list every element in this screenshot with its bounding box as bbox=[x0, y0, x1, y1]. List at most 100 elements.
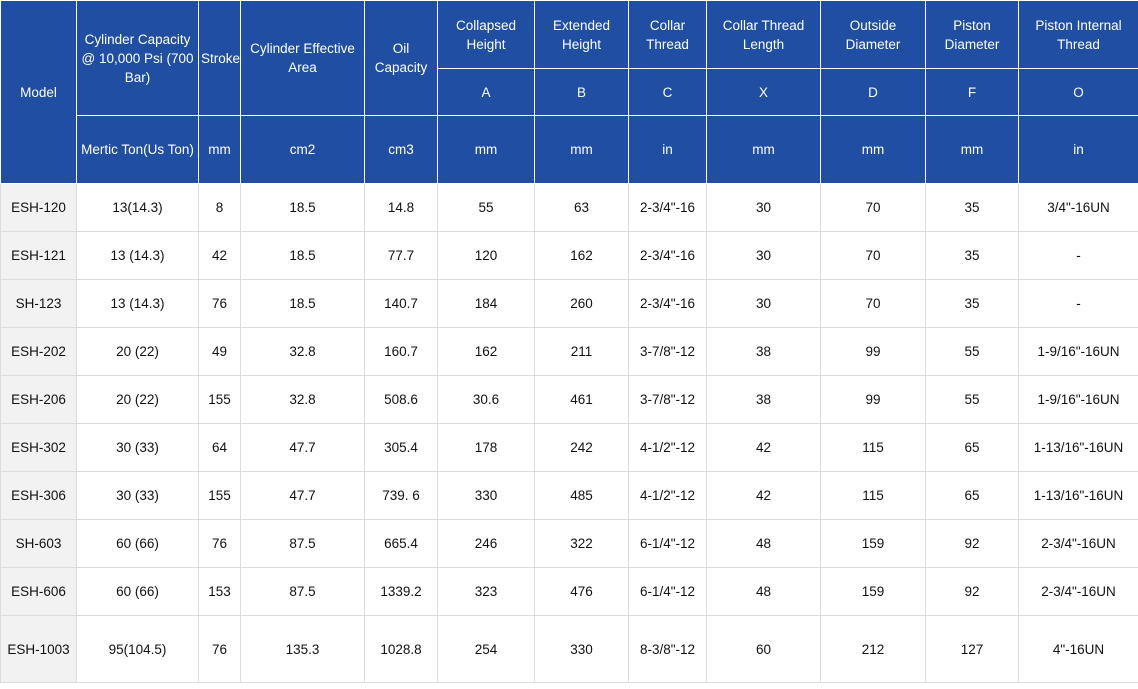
table-cell: 92 bbox=[925, 567, 1019, 616]
header-oil-capacity: Oil Capacity bbox=[364, 0, 438, 116]
table-cell: 14.8 bbox=[364, 183, 438, 232]
table-cell: 30 (33) bbox=[76, 471, 199, 520]
model-cell: SH-123 bbox=[0, 279, 77, 328]
table-row: SH-603 60 (66) 76 87.5 665.4 246 322 6-1/4"-12 4… bbox=[0, 519, 1138, 568]
table-row: ESH-302 30 (33) 64 47.7 305.4 178 242 4-1/2"-12… bbox=[0, 423, 1138, 472]
table-cell: 127 bbox=[925, 615, 1019, 683]
table-cell: 1339.2 bbox=[364, 567, 438, 616]
header-letter: X bbox=[706, 68, 821, 116]
table-cell: 42 bbox=[706, 471, 821, 520]
table-cell: 135.3 bbox=[240, 615, 365, 683]
table-cell: 30 bbox=[706, 279, 821, 328]
table-cell: 260 bbox=[534, 279, 629, 328]
model-cell: SH-603 bbox=[0, 519, 77, 568]
table-cell: 47.7 bbox=[240, 423, 365, 472]
table-cell: 323 bbox=[437, 567, 535, 616]
header-unit: mm bbox=[706, 115, 821, 184]
table-cell: 508.6 bbox=[364, 375, 438, 424]
model-cell: ESH-606 bbox=[0, 567, 77, 616]
table-row: SH-123 13 (14.3) 76 18.5 140.7 184 260 2-3/4"-1… bbox=[0, 279, 1138, 328]
table-cell: 115 bbox=[820, 471, 926, 520]
table-cell: 330 bbox=[534, 615, 629, 683]
header-letter: O bbox=[1018, 68, 1138, 116]
table-cell: 140.7 bbox=[364, 279, 438, 328]
table-cell: 3-7/8"-12 bbox=[628, 327, 707, 376]
table-cell: 30 bbox=[706, 183, 821, 232]
table-cell: 77.7 bbox=[364, 231, 438, 280]
table-cell: 4"-16UN bbox=[1018, 615, 1138, 683]
table-cell: 305.4 bbox=[364, 423, 438, 472]
table-cell: 1028.8 bbox=[364, 615, 438, 683]
table-cell: 155 bbox=[198, 471, 241, 520]
table-row: ESH-606 60 (66) 153 87.5 1339.2 323 476 6-1/4"-… bbox=[0, 567, 1138, 616]
table-cell: 32.8 bbox=[240, 327, 365, 376]
header-letter: D bbox=[820, 68, 926, 116]
table-cell: 2-3/4"-16 bbox=[628, 231, 707, 280]
table-cell: 42 bbox=[198, 231, 241, 280]
table-cell: 13 (14.3) bbox=[76, 231, 199, 280]
table-cell: 6-1/4"-12 bbox=[628, 567, 707, 616]
table-cell: 30.6 bbox=[437, 375, 535, 424]
table-cell: 330 bbox=[437, 471, 535, 520]
table-cell: 254 bbox=[437, 615, 535, 683]
table-cell: 3/4"-16UN bbox=[1018, 183, 1138, 232]
table-cell: 76 bbox=[198, 279, 241, 328]
header-row-titles: Model Cylinder Capacity @ 10,000 Psi (70… bbox=[0, 0, 1138, 184]
header-row-letters: A B C X D F O bbox=[1, 68, 1138, 116]
header-unit: mm bbox=[198, 115, 241, 184]
header-letter: B bbox=[534, 68, 629, 116]
table-cell: 159 bbox=[820, 567, 926, 616]
table-cell: 95(104.5) bbox=[76, 615, 199, 683]
table-cell: 115 bbox=[820, 423, 926, 472]
header-unit: mm bbox=[820, 115, 926, 184]
table-cell: 8 bbox=[198, 183, 241, 232]
table-cell: 30 bbox=[706, 231, 821, 280]
model-cell: ESH-120 bbox=[0, 183, 77, 232]
header-collapsed-height: Collapsed Height bbox=[437, 0, 535, 69]
table-cell: 99 bbox=[820, 375, 926, 424]
table-cell: 211 bbox=[534, 327, 629, 376]
header-letter: A bbox=[437, 68, 535, 116]
table-cell: 3-7/8"-12 bbox=[628, 375, 707, 424]
table-cell: 18.5 bbox=[240, 183, 365, 232]
table-cell: 184 bbox=[437, 279, 535, 328]
table-cell: 18.5 bbox=[240, 231, 365, 280]
table-cell: 64 bbox=[198, 423, 241, 472]
table-cell: - bbox=[1018, 231, 1138, 280]
table-cell: 153 bbox=[198, 567, 241, 616]
table-row: ESH-306 30 (33) 155 47.7 739. 6 330 485 4-1/2"-… bbox=[0, 471, 1138, 520]
model-cell: ESH-206 bbox=[0, 375, 77, 424]
table-cell: 76 bbox=[198, 615, 241, 683]
table-row: ESH-120 13(14.3) 8 18.5 14.8 55 63 2-3/4"-16 30 7… bbox=[0, 183, 1138, 232]
header-unit: in bbox=[1018, 115, 1138, 184]
table-cell: 70 bbox=[820, 231, 926, 280]
header-piston-diameter: Piston Diameter bbox=[925, 0, 1019, 69]
header-piston-internal-thread: Piston Internal Thread bbox=[1018, 0, 1138, 69]
table-cell: 1-13/16"-16UN bbox=[1018, 423, 1138, 472]
header-extended-height: Extended Height bbox=[534, 0, 629, 69]
table-cell: 2-3/4"-16 bbox=[628, 279, 707, 328]
table-cell: 60 (66) bbox=[76, 567, 199, 616]
table-cell: 47.7 bbox=[240, 471, 365, 520]
table-cell: 2-3/4"-16UN bbox=[1018, 567, 1138, 616]
table-row: ESH-206 20 (22) 155 32.8 508.6 30.6 461 3-7/8"-… bbox=[0, 375, 1138, 424]
table-cell: 2-3/4"-16 bbox=[628, 183, 707, 232]
model-cell: ESH-202 bbox=[0, 327, 77, 376]
table-cell: 155 bbox=[198, 375, 241, 424]
header-unit: mm bbox=[534, 115, 629, 184]
table-cell: 65 bbox=[925, 423, 1019, 472]
table-cell: 665.4 bbox=[364, 519, 438, 568]
table-cell: 159 bbox=[820, 519, 926, 568]
table-cell: 162 bbox=[534, 231, 629, 280]
table-row: ESH-121 13 (14.3) 42 18.5 77.7 120 162 2-3/4"-1… bbox=[0, 231, 1138, 280]
header-capacity: Cylinder Capacity @ 10,000 Psi (700 Bar) bbox=[76, 0, 199, 116]
table-cell: 70 bbox=[820, 183, 926, 232]
model-cell: ESH-302 bbox=[0, 423, 77, 472]
table-cell: 13(14.3) bbox=[76, 183, 199, 232]
table-cell: 212 bbox=[820, 615, 926, 683]
table-cell: 87.5 bbox=[240, 519, 365, 568]
table-cell: 60 bbox=[706, 615, 821, 683]
table-cell: 8-3/8"-12 bbox=[628, 615, 707, 683]
table-cell: 99 bbox=[820, 327, 926, 376]
table-row: ESH-202 20 (22) 49 32.8 160.7 162 211 3-7/8"-12… bbox=[0, 327, 1138, 376]
